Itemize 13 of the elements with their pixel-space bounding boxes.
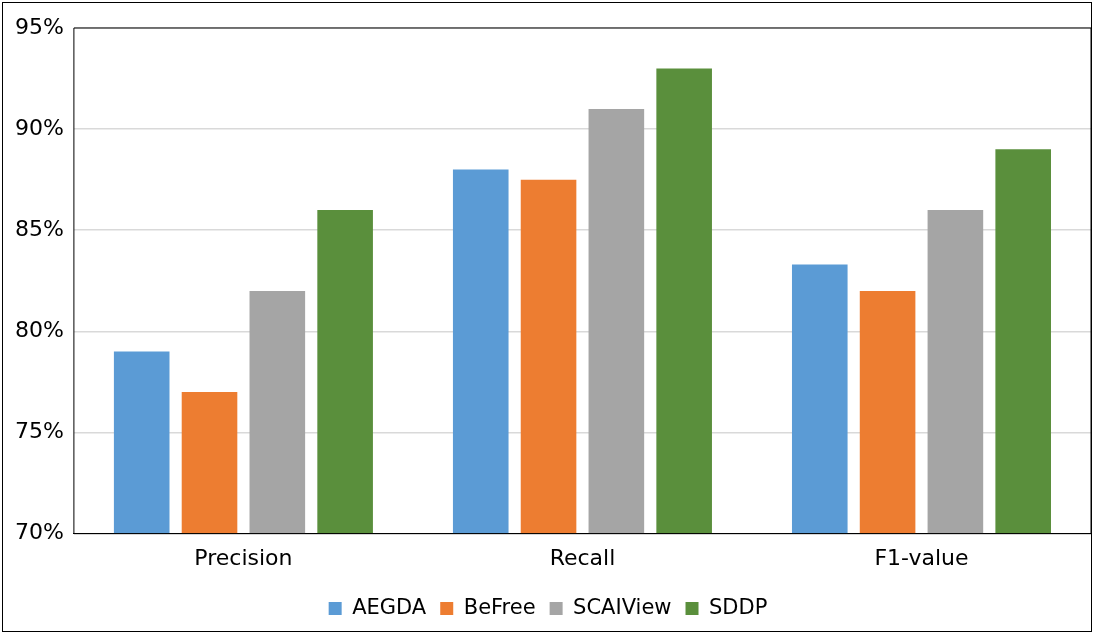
legend-label: SDDP [709, 594, 768, 619]
y-tick-label: 85% [14, 215, 64, 241]
x-tick-label: Recall [549, 544, 616, 570]
y-tick-label: 90% [14, 114, 64, 140]
legend-label: AEGDA [352, 594, 427, 619]
y-tick-label: 75% [14, 418, 64, 444]
legend-label: SCAIView [573, 594, 672, 619]
x-tick-label: Precision [194, 544, 293, 570]
y-tick-label: 80% [14, 317, 64, 343]
x-tick-label: F1-value [874, 544, 969, 570]
legend-label: BeFree [463, 594, 536, 619]
y-tick-label: 70% [14, 519, 64, 545]
y-tick-label: 95% [14, 13, 64, 39]
